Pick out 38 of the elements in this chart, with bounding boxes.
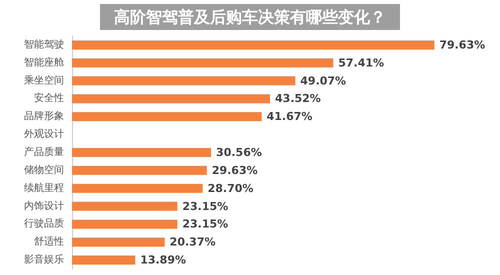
data-label: 49.07% bbox=[300, 74, 346, 88]
y-tick-label: 储物空间 bbox=[24, 164, 64, 176]
bar bbox=[72, 112, 262, 122]
data-label: 43.52% bbox=[275, 92, 321, 106]
data-label: 29.63% bbox=[212, 164, 258, 177]
data-label: 57.41% bbox=[338, 56, 384, 70]
y-tick-label: 外观设计 bbox=[24, 128, 64, 140]
y-tick-label: 乘坐空间 bbox=[24, 74, 64, 86]
bar bbox=[72, 94, 270, 104]
y-tick-label: 智能座舱 bbox=[24, 56, 64, 68]
bar bbox=[72, 166, 207, 175]
bar bbox=[72, 148, 212, 157]
y-tick-label: 安全性 bbox=[34, 92, 64, 104]
data-label: 23.15% bbox=[182, 218, 228, 231]
data-label: 41.67% bbox=[266, 110, 312, 124]
bar bbox=[72, 184, 203, 193]
bar bbox=[72, 40, 434, 50]
bar bbox=[72, 202, 178, 211]
y-tick-label: 续航里程 bbox=[24, 182, 64, 194]
y-tick-label: 品牌形象 bbox=[24, 110, 64, 122]
y-tick-label: 内饰设计 bbox=[24, 200, 64, 212]
chart-title: 高阶智驾普及后购车决策有哪些变化？ bbox=[114, 8, 386, 26]
data-label: 30.56% bbox=[216, 146, 262, 159]
y-tick-label: 影音娱乐 bbox=[24, 254, 64, 266]
bar bbox=[72, 58, 334, 68]
bar bbox=[72, 238, 165, 247]
data-label: 20.37% bbox=[170, 236, 216, 249]
y-tick-label: 行驶品质 bbox=[24, 218, 64, 230]
data-label: 23.15% bbox=[182, 200, 228, 213]
bar bbox=[72, 76, 296, 86]
data-label: 79.63% bbox=[439, 38, 486, 52]
y-tick-label: 智能驾驶 bbox=[24, 38, 64, 50]
data-label: 28.70% bbox=[208, 182, 254, 195]
bar bbox=[72, 256, 136, 265]
bar bbox=[72, 220, 178, 229]
y-tick-label: 舒适性 bbox=[34, 236, 64, 248]
y-tick-label: 产品质量 bbox=[24, 146, 64, 158]
data-label: 13.89% bbox=[140, 254, 186, 267]
